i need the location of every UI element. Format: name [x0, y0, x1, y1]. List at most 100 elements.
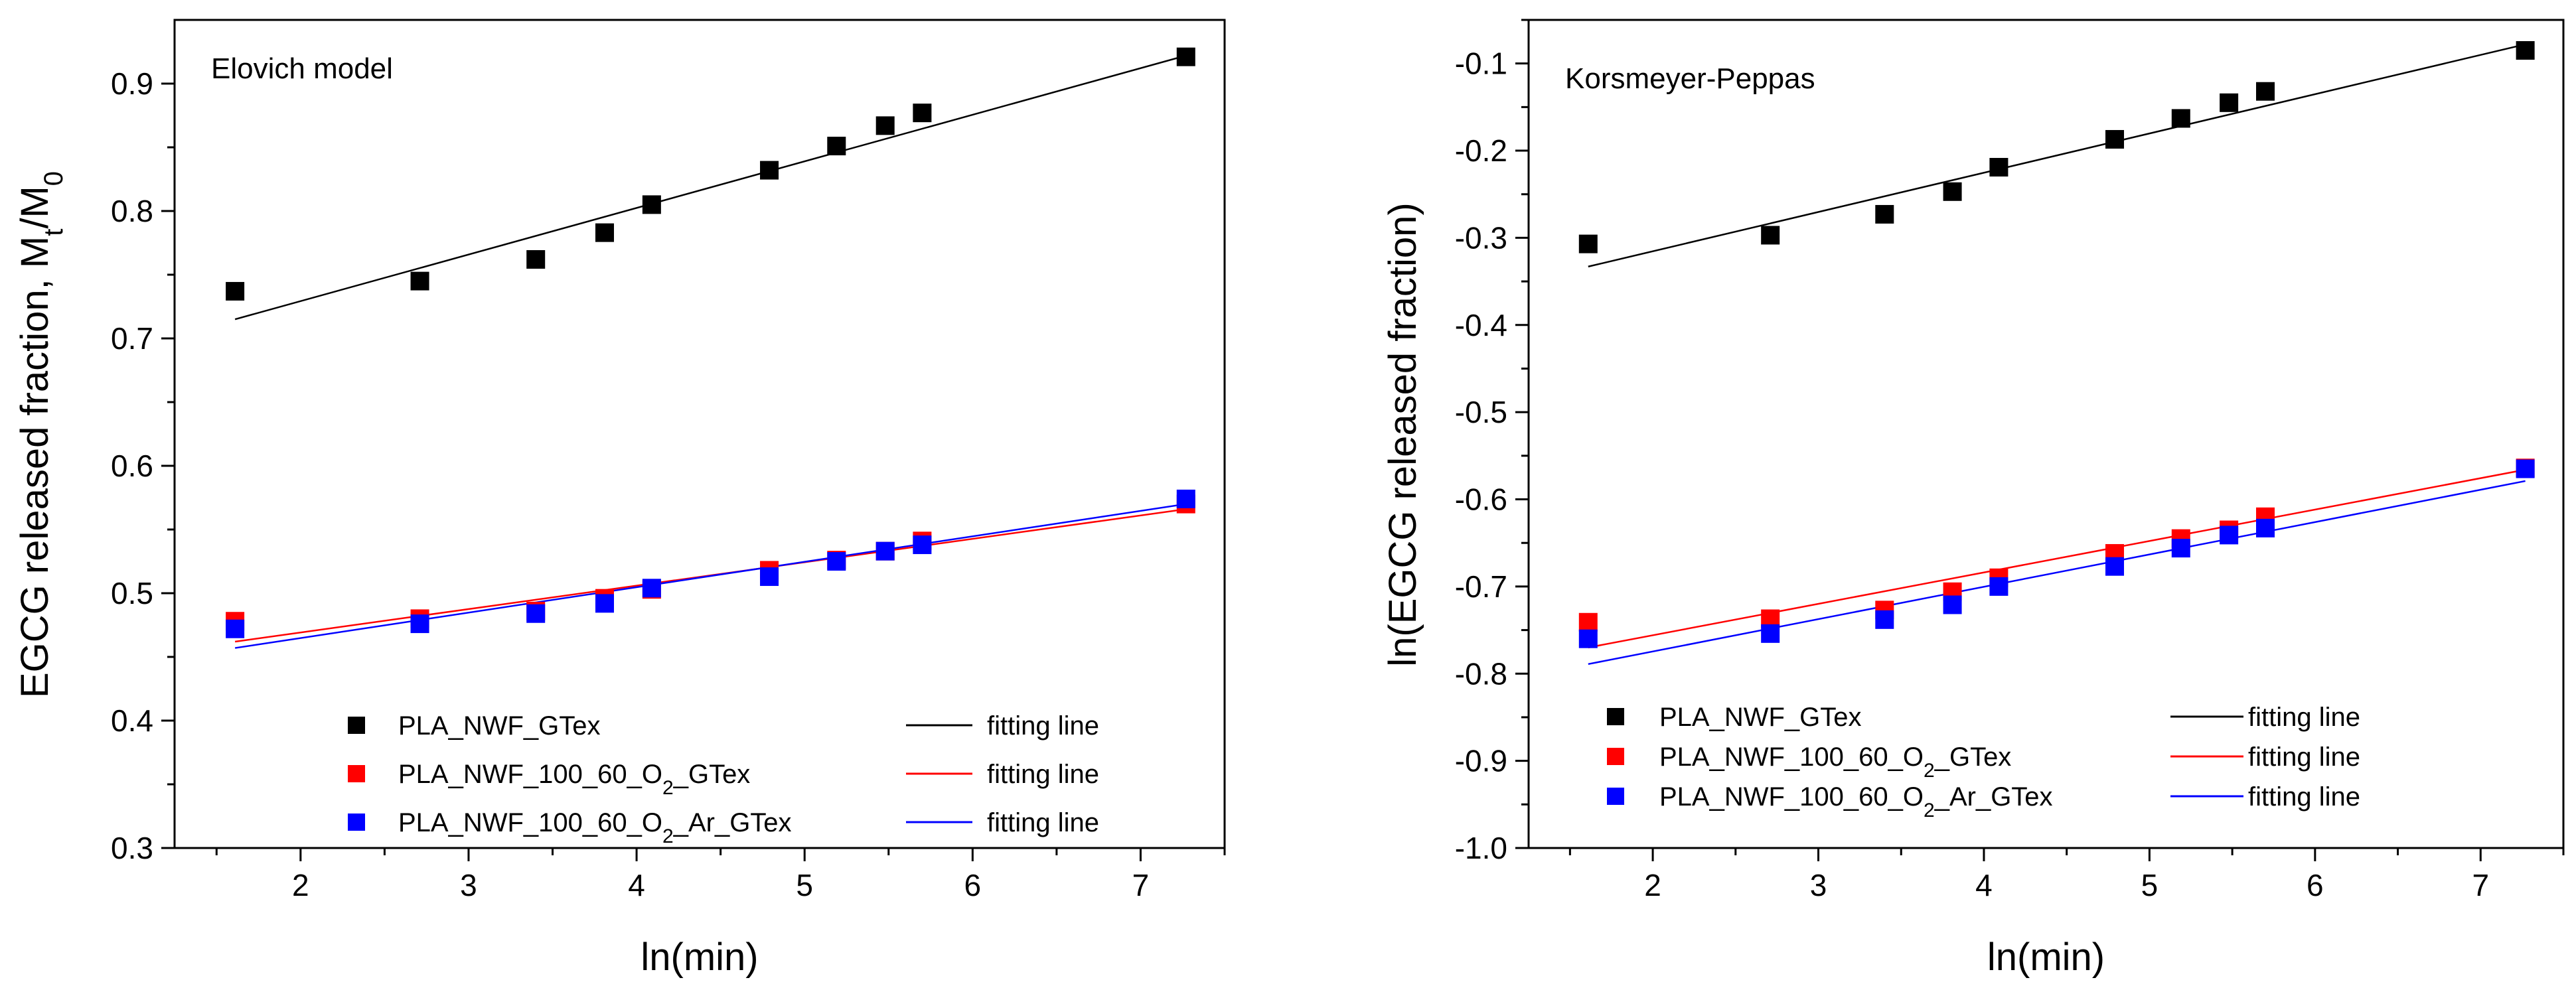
- fit-line-black: [234, 54, 1187, 320]
- data-point-blue: [827, 552, 846, 571]
- x-tick-label: 6: [2307, 868, 2324, 902]
- y-axis-title-main: ln(EGCG released fraction): [1381, 202, 1424, 666]
- legend-marker: [348, 717, 365, 734]
- data-point-blue: [913, 535, 932, 555]
- data-point-blue: [410, 614, 429, 634]
- x-tick-label: 2: [292, 868, 309, 902]
- data-point-blue: [2105, 557, 2125, 576]
- legend-label: PLA_NWF_100_60_O2_Ar_GTex: [1659, 782, 2053, 821]
- data-point-black: [2516, 40, 2535, 60]
- panel-title: Korsmeyer-Peppas: [1565, 62, 1815, 95]
- data-point-blue: [2171, 539, 2190, 558]
- data-point-blue: [595, 594, 614, 613]
- data-point-black: [760, 161, 779, 180]
- data-point-blue: [2220, 526, 2239, 545]
- legend-marker: [1607, 788, 1624, 805]
- legend-label: PLA_NWF_100_60_O2_GTex: [1659, 742, 2011, 782]
- data-point-black: [1943, 182, 1962, 201]
- y-tick-label: -1.0: [1455, 831, 1507, 865]
- data-point-black: [875, 116, 895, 135]
- legend-label: PLA_NWF_GTex: [1659, 703, 1862, 732]
- data-point-black: [2171, 109, 2190, 128]
- legend-marker: [348, 765, 365, 782]
- y-tick-label: 0.9: [111, 66, 153, 101]
- data-point-blue: [642, 579, 661, 598]
- legend-label-main: PLA_NWF_GTex: [398, 711, 601, 741]
- data-point-black: [2220, 93, 2239, 112]
- y-tick-label: -0.2: [1455, 133, 1507, 168]
- y-axis-title-mid: /M: [13, 186, 56, 228]
- data-point-red: [1578, 612, 1598, 632]
- legend-label-main: PLA_NWF_100_60_O: [1659, 782, 1924, 812]
- legend-label-tail: _Ar_GTex: [1934, 782, 2053, 812]
- data-point-black: [1989, 158, 2008, 177]
- legend-label-sub: 2: [1924, 800, 1935, 821]
- data-point-blue: [1761, 624, 1780, 643]
- data-point-black: [827, 137, 846, 156]
- legend-label: PLA_NWF_100_60_O2_Ar_GTex: [398, 808, 792, 847]
- legend-label-tail: _GTex: [1934, 742, 2012, 772]
- legend-label-main: PLA_NWF_100_60_O: [398, 808, 662, 837]
- legend-label-tail: _GTex: [673, 760, 751, 789]
- data-point-black: [1761, 226, 1780, 245]
- data-point-blue: [1176, 489, 1195, 508]
- x-axis-title: ln(min): [641, 936, 758, 979]
- data-point-black: [1578, 234, 1598, 253]
- x-tick-label: 4: [628, 868, 645, 902]
- data-point-blue: [226, 619, 245, 638]
- data-point-black: [226, 281, 245, 301]
- y-tick-label: -0.1: [1455, 46, 1507, 81]
- legend-fit-label: fitting line: [2248, 742, 2360, 772]
- x-tick-label: 4: [1975, 868, 1993, 902]
- data-point-blue: [1989, 577, 2008, 596]
- x-tick-label: 7: [1132, 868, 1150, 902]
- y-axis-title-sub: 0: [39, 171, 68, 186]
- fit-line-blue: [1588, 480, 2526, 666]
- legend-fit-label: fitting line: [987, 711, 1099, 741]
- legend-label-sub: 2: [662, 777, 674, 799]
- x-tick-label: 3: [460, 868, 477, 902]
- data-point-black: [410, 271, 429, 291]
- plot-frame: [173, 19, 1226, 849]
- legend-marker: [1607, 708, 1624, 725]
- legend-fit-label: fitting line: [987, 760, 1099, 789]
- x-tick-label: 6: [964, 868, 982, 902]
- x-tick-label: 2: [1644, 868, 1661, 902]
- data-point-black: [1875, 204, 1894, 224]
- legend-label-sub: 2: [1924, 760, 1935, 782]
- data-point-black: [595, 223, 614, 242]
- legend-label-main: PLA_NWF_GTex: [1659, 703, 1862, 732]
- y-tick-label: -0.7: [1455, 569, 1507, 604]
- data-point-black: [642, 195, 661, 214]
- legend-marker: [348, 813, 365, 831]
- data-point-black: [913, 104, 932, 123]
- y-tick-label: 0.5: [111, 576, 153, 610]
- data-point-blue: [1875, 610, 1894, 629]
- y-tick-label: 0.8: [111, 194, 153, 228]
- legend-label: PLA_NWF_GTex: [398, 711, 601, 741]
- data-point-blue: [875, 541, 895, 561]
- legend-label-main: PLA_NWF_100_60_O: [398, 760, 662, 789]
- y-tick-label: 0.3: [111, 831, 153, 865]
- x-tick-label: 5: [2141, 868, 2159, 902]
- data-point-blue: [2516, 459, 2535, 478]
- y-tick-label: -0.6: [1455, 482, 1507, 517]
- y-tick-label: -0.5: [1455, 395, 1507, 429]
- fit-line-red: [1588, 468, 2526, 649]
- y-tick-label: 0.4: [111, 703, 153, 738]
- fit-line-blue: [234, 503, 1186, 649]
- y-tick-label: -0.3: [1455, 220, 1507, 255]
- legend-fit-label: fitting line: [987, 808, 1099, 837]
- data-point-blue: [1943, 595, 1962, 614]
- x-tick-label: 3: [1810, 868, 1827, 902]
- data-point-blue: [760, 567, 779, 587]
- legend-label-main: PLA_NWF_100_60_O: [1659, 742, 1924, 772]
- data-point-blue: [1578, 629, 1598, 648]
- x-tick-label: 5: [796, 868, 813, 902]
- legend-label: PLA_NWF_100_60_O2_GTex: [398, 760, 750, 799]
- data-point-black: [1176, 47, 1195, 66]
- panel-title: Elovich model: [211, 52, 393, 85]
- legend-fit-label: fitting line: [2248, 782, 2360, 812]
- y-axis-title-sub: t: [39, 229, 68, 236]
